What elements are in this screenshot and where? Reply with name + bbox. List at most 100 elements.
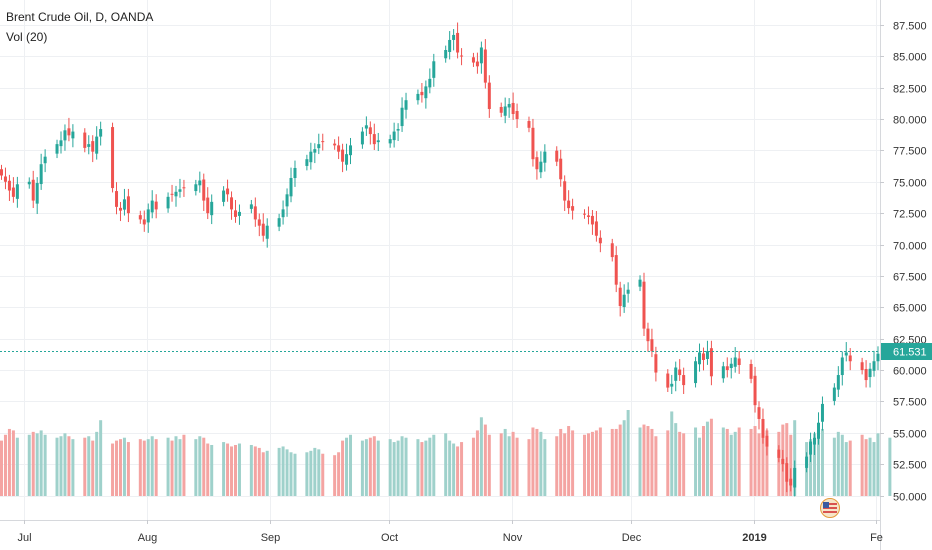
- candle[interactable]: [226, 179, 230, 202]
- candle[interactable]: [261, 213, 265, 242]
- candle[interactable]: [626, 282, 630, 303]
- candle[interactable]: [725, 357, 729, 378]
- candle[interactable]: [757, 401, 761, 430]
- candle[interactable]: [210, 194, 214, 225]
- candle[interactable]: [321, 133, 325, 151]
- candle[interactable]: [594, 211, 598, 242]
- candle[interactable]: [614, 246, 618, 293]
- candle[interactable]: [539, 151, 543, 179]
- candle[interactable]: [337, 136, 341, 160]
- candle[interactable]: [563, 175, 567, 212]
- candle[interactable]: [277, 213, 281, 232]
- candle[interactable]: [345, 143, 349, 171]
- candle[interactable]: [872, 350, 876, 377]
- candle[interactable]: [222, 186, 226, 207]
- candle[interactable]: [154, 194, 158, 219]
- candle[interactable]: [265, 218, 269, 248]
- candle[interactable]: [848, 348, 852, 371]
- candle[interactable]: [364, 116, 368, 136]
- candle[interactable]: [475, 52, 479, 74]
- candle[interactable]: [535, 151, 539, 180]
- candle[interactable]: [420, 83, 424, 103]
- candle[interactable]: [305, 154, 309, 171]
- candle[interactable]: [487, 75, 491, 118]
- candle[interactable]: [428, 68, 432, 94]
- candle[interactable]: [832, 383, 836, 406]
- candle[interactable]: [150, 190, 154, 219]
- candle[interactable]: [178, 178, 182, 198]
- candle[interactable]: [860, 357, 864, 375]
- candle[interactable]: [281, 200, 285, 225]
- candle[interactable]: [233, 199, 237, 223]
- candle[interactable]: [35, 177, 39, 215]
- candle[interactable]: [876, 346, 880, 371]
- candle[interactable]: [721, 361, 725, 383]
- candle[interactable]: [404, 92, 408, 119]
- candle[interactable]: [789, 468, 793, 492]
- candle[interactable]: [598, 230, 602, 253]
- candle[interactable]: [666, 369, 670, 392]
- candle[interactable]: [448, 31, 452, 60]
- candle[interactable]: [293, 160, 297, 187]
- candle[interactable]: [71, 124, 75, 148]
- candle[interactable]: [559, 149, 563, 187]
- candle[interactable]: [122, 188, 126, 216]
- candle[interactable]: [820, 396, 824, 431]
- candle[interactable]: [396, 123, 400, 141]
- candle[interactable]: [257, 213, 261, 237]
- candle[interactable]: [654, 346, 658, 382]
- candle[interactable]: [864, 360, 868, 388]
- candle[interactable]: [813, 431, 817, 455]
- candle[interactable]: [91, 135, 95, 163]
- candle[interactable]: [170, 184, 174, 202]
- candle[interactable]: [237, 204, 241, 225]
- candle[interactable]: [586, 206, 590, 225]
- candle[interactable]: [63, 124, 67, 151]
- candle[interactable]: [285, 188, 289, 217]
- candle[interactable]: [333, 139, 337, 150]
- candle[interactable]: [729, 357, 733, 379]
- candle[interactable]: [765, 428, 769, 456]
- candle[interactable]: [7, 174, 11, 201]
- candle[interactable]: [471, 52, 475, 67]
- candle[interactable]: [432, 53, 436, 87]
- candle[interactable]: [555, 146, 559, 167]
- candle[interactable]: [622, 284, 626, 313]
- candle[interactable]: [67, 117, 71, 142]
- candle[interactable]: [793, 460, 797, 497]
- candle[interactable]: [650, 328, 654, 358]
- candle[interactable]: [705, 340, 709, 365]
- candle[interactable]: [678, 359, 682, 381]
- candle[interactable]: [206, 187, 210, 220]
- candle[interactable]: [202, 173, 206, 212]
- candle[interactable]: [698, 343, 702, 372]
- candle[interactable]: [543, 144, 547, 172]
- candle[interactable]: [0, 164, 3, 180]
- candle[interactable]: [59, 131, 63, 154]
- candle[interactable]: [95, 126, 99, 160]
- candle[interactable]: [456, 22, 460, 59]
- candle[interactable]: [138, 210, 142, 224]
- candle[interactable]: [424, 80, 428, 109]
- candle[interactable]: [146, 203, 150, 233]
- candle[interactable]: [174, 185, 178, 207]
- candle[interactable]: [400, 97, 404, 132]
- candle[interactable]: [682, 367, 686, 394]
- candle[interactable]: [749, 359, 753, 384]
- candle[interactable]: [289, 167, 293, 203]
- candle[interactable]: [499, 102, 503, 118]
- candle[interactable]: [388, 134, 392, 148]
- candle[interactable]: [230, 191, 234, 220]
- candle[interactable]: [43, 149, 47, 173]
- candle[interactable]: [618, 281, 622, 317]
- candle[interactable]: [39, 153, 43, 190]
- candle[interactable]: [642, 272, 646, 337]
- candle[interactable]: [27, 177, 31, 189]
- candle[interactable]: [111, 122, 115, 193]
- candle[interactable]: [372, 123, 376, 151]
- candle[interactable]: [253, 197, 257, 227]
- candle[interactable]: [452, 29, 456, 51]
- candle[interactable]: [753, 366, 757, 413]
- candle[interactable]: [809, 432, 813, 463]
